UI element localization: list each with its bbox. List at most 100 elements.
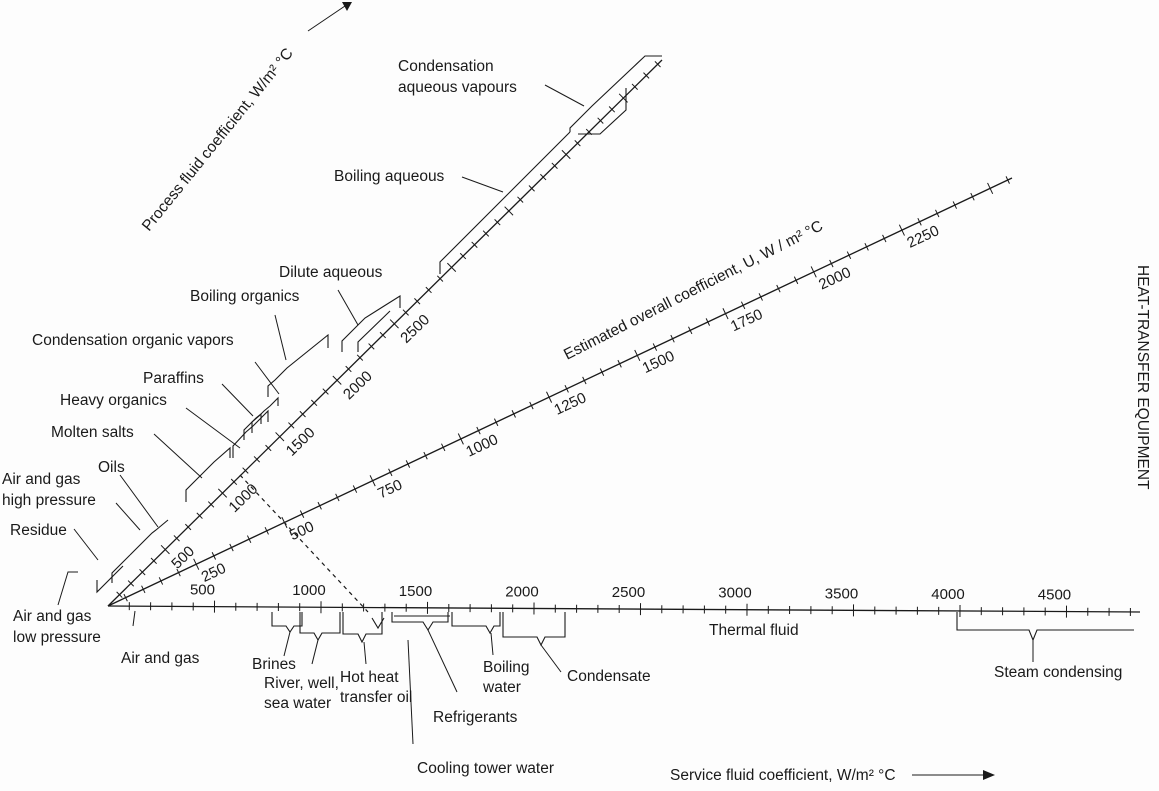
label-river-1: River, well, [264,675,339,692]
process-tick-mark [471,241,478,249]
service-tick-label: 2500 [612,584,645,601]
process-tick-mark [608,106,616,113]
process-tick-mark [402,309,409,316]
process-tick-mark [356,354,364,361]
process-tick-mark [631,83,638,90]
label-thermal-fluid: Thermal fluid [709,622,799,639]
overall-tick-mark [970,192,975,201]
process-tick-mark [207,501,215,508]
process-tick-mark [288,422,295,429]
process-tick-mark [643,72,650,79]
overall-tick-mark [829,259,834,268]
label-paraffins: Paraffins [143,370,204,387]
process-tick-mark [127,580,135,587]
overall-tick-mark [882,234,887,243]
overall-tick-mark [810,266,817,278]
overall-tick-mark [369,475,376,487]
process-tick-mark [253,456,261,463]
overall-tick-mark [722,308,729,320]
overall-axis-line [107,177,1013,607]
service-leaders [57,571,1034,745]
overall-tick-mark [246,535,252,544]
label-oils: Oils [98,459,125,476]
process-tick-mark [150,557,157,565]
label-river-2: sea water [264,695,331,712]
process-tick-mark [459,252,467,260]
process-tick-mark [139,568,146,576]
overall-tick-mark [705,318,711,326]
overall-tick-mark [176,568,181,577]
overall-tick-mark [987,182,994,194]
overall-tick-mark [281,516,288,529]
overall-tick-mark [299,510,305,518]
process-axis-arrowhead [342,2,352,11]
process-tick-mark [436,275,444,282]
process-tick-label: 2500 [397,311,433,346]
service-tick-label: 1000 [292,582,325,599]
label-residue: Residue [10,522,67,539]
process-tick-mark [517,196,524,203]
process-axis-line [107,59,663,607]
overall-tick-mark [229,543,234,552]
service-tick-label: 4500 [1038,587,1071,604]
service-ticks: 500 1000 1500 2000 2500 3000 3500 4000 4500 [128,582,1131,618]
overall-tick-mark [564,384,569,393]
process-tick-mark [265,444,272,452]
overall-tick-mark [864,242,869,251]
label-cond-aqueous-1: Condensation [398,58,494,75]
process-tick-mark [551,162,558,169]
process-axis-title: Process fluid coefficient, W/m² °C [139,45,297,234]
process-tick-mark [597,117,604,124]
overall-tick-mark [511,410,516,418]
process-tick-mark [322,388,329,395]
label-air-gas: Air and gas [121,650,200,667]
process-tick-mark [494,219,501,226]
overall-tick-mark [264,526,269,535]
overall-tick-mark [141,585,146,594]
label-boiling-water-2: water [482,679,521,696]
service-axis-title: Service fluid coefficient, W/m² °C [670,767,896,784]
process-tick-label: 1000 [225,481,261,516]
process-tick-mark [242,467,249,474]
overall-tick-mark [793,276,799,285]
label-air-gas-low-1: Air and gas [13,608,92,625]
overall-tick-mark [441,443,446,452]
label-hot-oil-2: transfer oil [340,689,412,706]
service-tick-label: 500 [190,582,215,599]
process-tick-mark [504,206,514,216]
overall-tick-mark [1005,176,1010,184]
service-axis-arrowhead [983,770,995,780]
overall-tick-mark [652,343,658,351]
process-tick-mark [368,343,375,350]
process-leaders [73,84,585,561]
overall-tick-mark [335,493,340,502]
process-tick-mark [447,262,457,273]
overall-tick-mark [952,201,958,209]
process-tick-mark [389,319,399,329]
overall-tick-mark [935,209,940,218]
overall-tick-mark [758,293,763,301]
overall-tick-mark [599,368,605,376]
process-tick-mark [217,488,228,498]
process-tick-label: 1500 [283,424,319,459]
overall-tick-mark [617,359,622,368]
process-brackets [96,55,662,594]
process-tick-mark [275,432,285,442]
overall-axis-title: Estimated overall coefficient, U, W / m²… [561,217,826,363]
process-tick-mark [482,230,490,237]
process-tick-mark [332,375,342,385]
overall-tick-mark [846,251,852,260]
service-tick-label: 3500 [825,585,858,602]
label-condensate: Condensate [567,668,651,685]
process-tick-mark [574,140,581,147]
process-tick-mark [540,173,547,181]
service-tick-label: 1500 [399,583,432,600]
overall-tick-mark [688,326,693,335]
label-dilute-aqueous: Dilute aqueous [279,264,383,281]
service-tick-label: 4000 [931,586,964,603]
overall-tick-mark [917,217,922,226]
overall-tick-mark [193,558,200,570]
overall-tick-mark [493,418,499,427]
overall-tick-mark [317,501,322,510]
